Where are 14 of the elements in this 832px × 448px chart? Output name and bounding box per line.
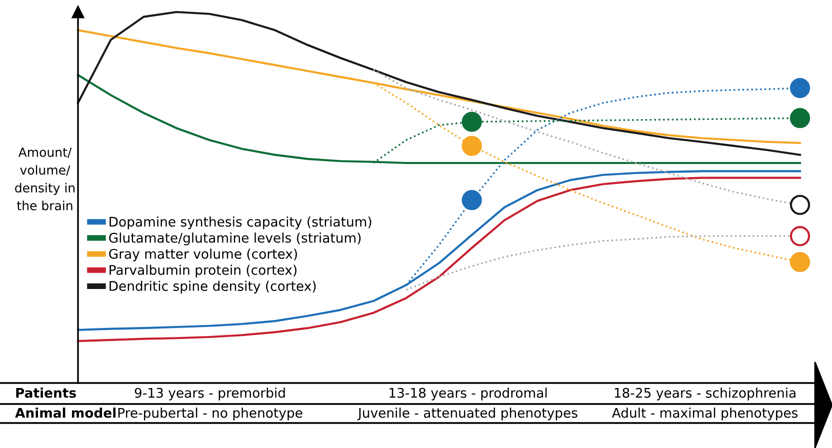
- text: Adult - maximal phenotypes: [612, 408, 798, 420]
- legend-label: Dopamine synthesis capacity (striatum): [110, 216, 372, 230]
- text: Juvenile - attenuated phenotypes: [357, 408, 578, 420]
- text: 18-25 years - schizophrenia: [614, 388, 796, 400]
- legend-label: Dendritic spine density (cortex): [110, 280, 316, 294]
- legend-label: Gray matter volume (cortex): [109, 248, 297, 262]
- text: Animal model: [15, 408, 116, 418]
- legend-label: Parvalbumin protein (cortex): [110, 264, 296, 278]
- legend-label: Glutamate/glutamine levels (striatum): [109, 232, 361, 246]
- text: 13-18 years - prodromal: [390, 388, 547, 400]
- text: Patients: [16, 388, 76, 398]
- text: 9-13 years - premorbid: [134, 388, 285, 400]
- y-axis-title: Amount/ volume/ density in the brain: [15, 148, 75, 210]
- text: Pre-pubertal - no phenotype: [118, 408, 302, 420]
